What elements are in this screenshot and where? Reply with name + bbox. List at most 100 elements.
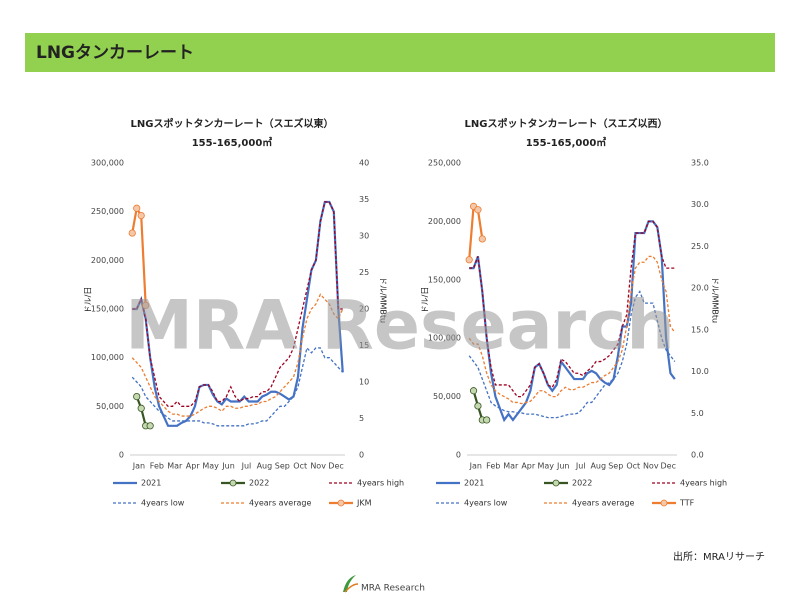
x-tick-label: Jul [241,462,252,471]
legend-label: 4years high [357,479,404,488]
y2-tick-label: 10.0 [691,367,709,376]
legend-label: 4years average [249,499,311,508]
series-line [131,205,147,306]
footer-logo: MRA Research [361,584,425,594]
y-tick-label: 150,000 [428,275,461,284]
x-tick-label: Jun [556,462,570,471]
point [137,404,145,412]
y2-tick-label: 25.0 [691,242,709,251]
y2-tick-label: 5.0 [691,409,704,418]
y-axis-label: ドル/日 [84,287,93,314]
point [133,392,141,401]
point [469,387,478,395]
y2-tick-label: 0.0 [691,451,704,460]
chart-title: LNGスポットタンカーレート（スエズ以西） [465,117,668,130]
legend-label: 2022 [572,479,592,488]
series-line [132,201,343,407]
y-tick-label: 300,000 [91,159,124,168]
watermark: MRA Research [125,287,675,366]
legend-label: 2022 [249,479,269,488]
y2-tick-label: 25 [359,268,369,277]
x-tick-label: May [202,462,219,471]
y2-tick-label: 20.0 [691,284,709,293]
y2-axis-label: ドル/MMBtu [711,277,720,323]
y-tick-label: 250,000 [428,159,461,168]
y2-tick-label: 35.0 [691,159,709,168]
y2-tick-label: 0 [359,451,364,460]
x-tick-label: Mar [503,462,519,471]
y-tick-label: 250,000 [91,207,124,216]
series-line [468,290,676,419]
chart-title: LNGスポットタンカーレート（スエズ以東） [131,117,334,130]
legend-label: 4years low [464,499,508,508]
series-line [135,396,151,427]
y-tick-label: 200,000 [91,256,124,265]
x-tick-label: Dec [328,462,343,471]
header-bar [25,33,775,72]
legend-label: 2021 [464,479,484,488]
x-tick-label: Nov [310,462,326,471]
x-tick-label: Dec [661,462,676,471]
point [146,422,154,430]
y2-tick-label: 35 [359,195,369,204]
charts: 0 50,000 100,000 150,000 200,000 250,000 300,0… [84,117,728,508]
footer-logo-icon [343,575,359,593]
y2-tick-label: 40 [359,159,369,168]
y-tick-label: 50,000 [96,402,124,411]
legend-label: 4years low [141,499,185,508]
point [474,206,482,214]
series-line [469,220,676,423]
legend-label: 4years high [680,479,727,488]
x-tick-label: Nov [643,462,659,471]
x-tick-label: Jan [132,462,145,471]
y2-tick-label: 30 [359,232,369,241]
point [478,235,486,243]
point [142,301,150,309]
x-tick-label: Sep [608,462,623,471]
point [465,256,473,264]
series-line [469,220,675,398]
point [128,229,136,237]
x-tick-label: Sep [275,462,290,471]
series-line [132,200,344,427]
y-tick-label: 50,000 [433,392,461,401]
y-tick-label: 0 [119,451,124,460]
x-tick-label: Apr [186,462,201,471]
legend-label: 4years average [572,499,634,508]
y2-tick-label: 20 [359,305,369,314]
x-tick-label: Feb [150,462,164,471]
point [483,416,491,424]
series-line [468,204,484,260]
x-tick-label: Aug [590,462,606,471]
point [137,211,145,220]
legend-marker [552,479,560,487]
y2-tick-label: 15.0 [691,325,709,334]
y2-tick-label: 10 [359,378,369,387]
y-tick-label: 100,000 [428,334,461,343]
x-tick-label: May [537,462,554,471]
y-tick-label: 0 [456,451,461,460]
x-tick-label: Apr [521,462,536,471]
chart-subtitle: 155-165,000㎥ [192,136,273,149]
x-tick-label: Aug [257,462,273,471]
series-line [131,293,344,417]
y2-tick-label: 30.0 [691,200,709,209]
chart-subtitle: 155-165,000㎥ [526,136,607,149]
y2-tick-label: 5 [359,414,364,423]
series-line [468,255,676,405]
y-tick-label: 200,000 [428,217,461,226]
legend-marker [229,479,237,487]
legend-label: TTF [679,499,695,508]
x-tick-label: Jul [575,462,586,471]
x-tick-label: Oct [293,462,307,471]
x-tick-label: Oct [626,462,640,471]
legend-label: JKM [356,499,372,508]
y2-tick-label: 15 [359,341,369,350]
y-tick-label: 150,000 [91,305,124,314]
legend-marker [337,499,345,507]
legend-label: 2021 [141,479,161,488]
x-tick-label: Feb [486,462,500,471]
source: 出所：MRAリサーチ [673,550,765,563]
y-tick-label: 100,000 [91,353,124,362]
x-tick-label: Jun [221,462,235,471]
